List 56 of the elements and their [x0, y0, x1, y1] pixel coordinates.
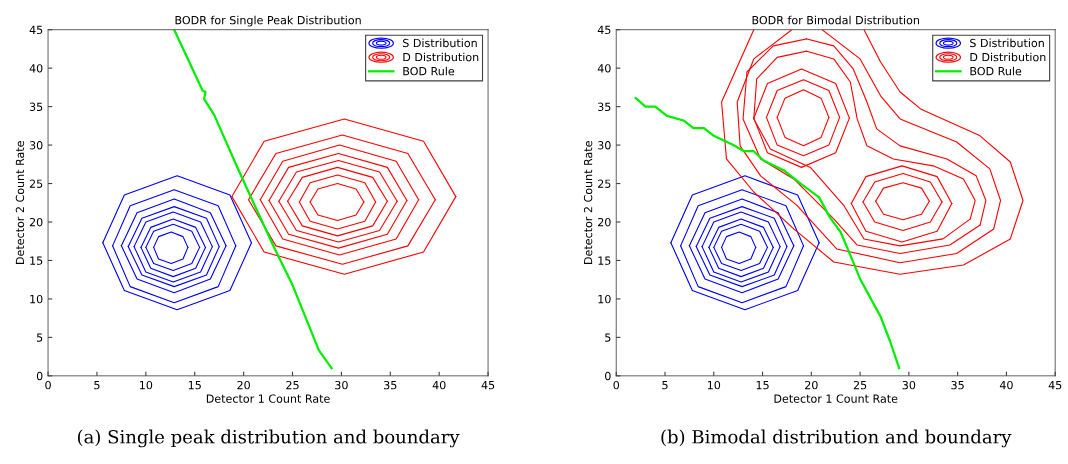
legend-label: D Distribution	[970, 52, 1046, 62]
y-tick-label: 0	[36, 371, 43, 381]
y-tick-label: 45	[29, 25, 43, 35]
chart-title: BODR for Bimodal Distribution	[752, 15, 919, 25]
x-tick-label: 40	[999, 380, 1013, 390]
x-tick-label: 30	[335, 380, 348, 390]
chart-title: BODR for Single Peak Distribution	[175, 15, 361, 27]
y-axis-title: Detector 2 Count Rate	[15, 141, 25, 264]
y-tick-label: 45	[597, 25, 611, 35]
x-tick-label: 5	[662, 381, 668, 390]
y-tick-label: 30	[598, 141, 611, 150]
legend-label: D Distribution	[403, 52, 479, 62]
x-tick-label: 35	[384, 380, 397, 390]
y-tick-label: 15	[30, 256, 43, 265]
x-tick-label: 20	[805, 380, 818, 390]
x-tick-label: 45	[1048, 381, 1062, 390]
y-tick-label: 20	[598, 217, 611, 227]
legend-label: BOD Rule	[970, 66, 1022, 76]
line-series	[173, 29, 333, 370]
y-tick-label: 20	[29, 217, 43, 227]
x-axis-title: Detector 1 Count Rate	[206, 394, 330, 403]
y-tick-label: 30	[29, 141, 43, 150]
y-axis-title: Detector 2 Count Rate	[583, 141, 593, 264]
x-axis-title: Detector 1 Count Rate	[774, 394, 898, 403]
legend-label: BOD Rule	[403, 66, 455, 76]
y-tick-label: 40	[29, 64, 43, 73]
x-tick-label: 10	[707, 380, 721, 390]
x-tick-label: 25	[853, 380, 867, 390]
y-tick-label: 5	[36, 333, 43, 342]
y-tick-label: 10	[30, 294, 43, 304]
text: (a) Single peak distribution and boundary	[77, 429, 460, 448]
y-tick-label: 25	[598, 179, 611, 188]
y-tick-label: 10	[598, 294, 611, 304]
y-tick-label: 0	[605, 371, 611, 381]
y-tick-label: 25	[29, 179, 43, 188]
x-tick-label: 20	[237, 380, 250, 390]
legend-label: S Distribution	[970, 38, 1044, 48]
y-tick-label: 40	[597, 64, 611, 73]
x-tick-label: 10	[139, 380, 153, 390]
x-tick-label: 45	[481, 381, 495, 390]
x-tick-label: 30	[902, 380, 916, 390]
x-tick-label: 40	[432, 380, 446, 390]
x-tick-label: 0	[613, 380, 620, 390]
y-tick-label: 35	[598, 102, 611, 111]
y-tick-label: 5	[605, 333, 611, 342]
line-series	[634, 97, 901, 370]
x-tick-label: 15	[188, 381, 201, 390]
x-tick-label: 25	[286, 380, 299, 390]
text: (b) Bimodal distribution and boundary	[661, 429, 1012, 448]
y-tick-label: 35	[29, 102, 43, 111]
legend-label: S Distribution	[403, 38, 477, 48]
y-tick-label: 15	[598, 256, 611, 265]
x-tick-label: 35	[951, 380, 964, 390]
x-tick-label: 15	[756, 381, 769, 390]
x-tick-label: 5	[94, 381, 100, 390]
x-tick-label: 0	[45, 380, 51, 390]
